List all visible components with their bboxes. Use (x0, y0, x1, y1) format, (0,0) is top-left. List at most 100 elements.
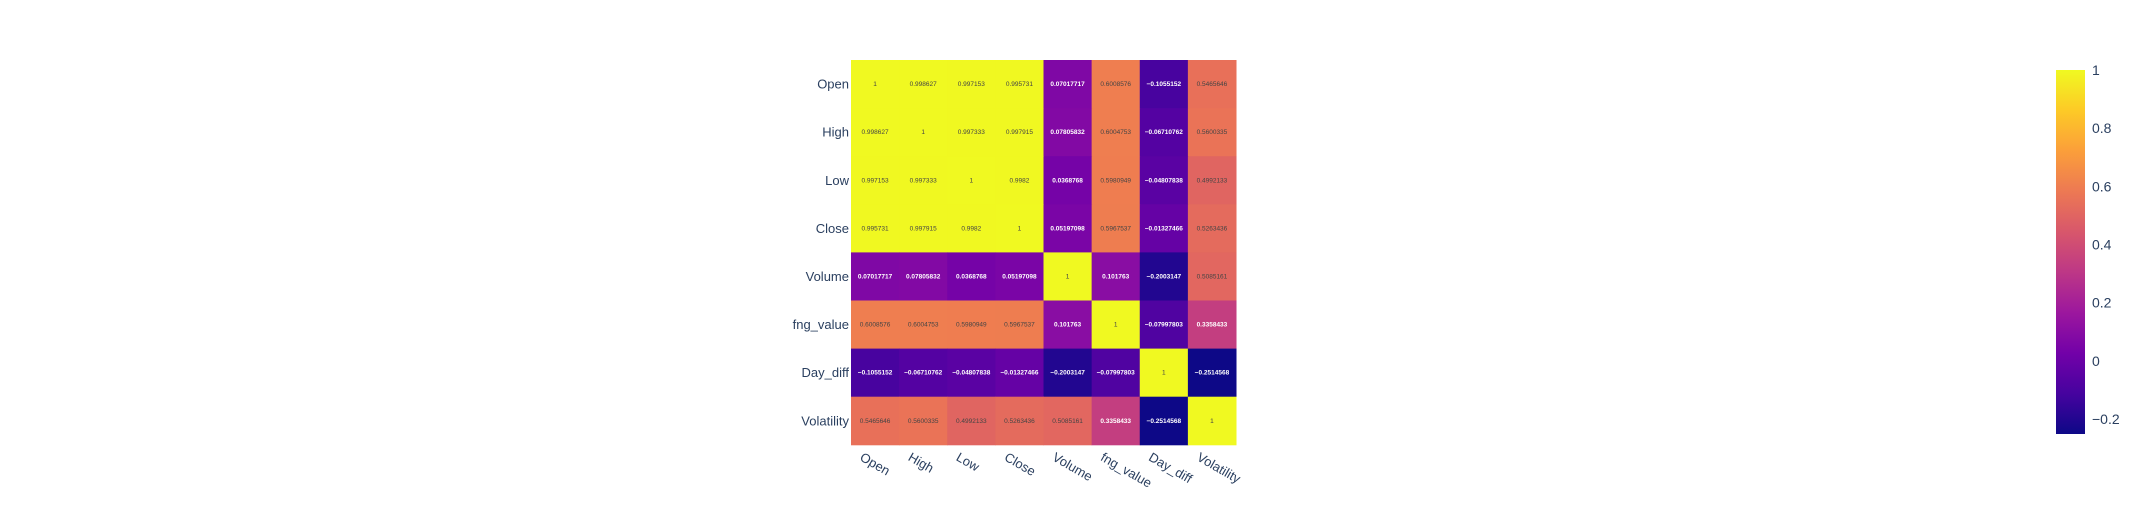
heatmap-cell-Close-Low (947, 204, 996, 253)
x-tick-label: Close (1002, 449, 1038, 479)
heatmap-cell-Volatility-Open (851, 396, 900, 446)
heatmap-cell-Volume-fng_value (1091, 252, 1141, 301)
cell-value-label: −0.04807838 (1145, 177, 1184, 184)
heatmap-cell-Open-Close (995, 60, 1045, 109)
cell-value-label: 0.5465646 (1197, 81, 1228, 88)
heatmap-cell-Low-Volatility (1187, 156, 1237, 205)
heatmap-cell-Open-Volume (1043, 60, 1093, 109)
colorbar-tick-label: 0.8 (2092, 120, 2112, 136)
heatmap-cell-Low-Open (851, 156, 900, 205)
heatmap-cell-Day_diff-Open (851, 348, 900, 398)
heatmap-cell-fng_value-High (899, 300, 948, 350)
cell-value-label: 0.997915 (910, 225, 937, 232)
y-tick-label: Day_diff (802, 365, 850, 380)
heatmap-cell-labels: 1 0.998627 0.997153 0.995731 0.07017717 0.600… (858, 81, 1230, 425)
cell-value-label: 0.07805832 (1050, 129, 1085, 136)
heatmap-cell-High-Volume (1043, 108, 1093, 157)
y-tick-label: Volatility (801, 413, 849, 428)
cell-value-label: 0.5263436 (1197, 225, 1228, 232)
x-tick-label: High (906, 449, 937, 475)
cell-value-label: −0.2514568 (1147, 418, 1182, 425)
cell-value-label: 0.5980949 (956, 322, 987, 329)
cell-value-label: 1 (1066, 273, 1070, 280)
cell-value-label: −0.06710762 (1145, 129, 1184, 136)
heatmap-cell-Volatility-Volume (1043, 396, 1093, 446)
cell-value-label: −0.07997803 (1097, 370, 1136, 377)
y-tick-label: High (822, 125, 849, 140)
cell-value-label: −0.07997803 (1145, 322, 1184, 329)
y-tick-label: Low (825, 173, 849, 188)
heatmap-cell-fng_value-Day_diff (1139, 300, 1189, 350)
heatmap-cell-Volume-Close (995, 252, 1045, 301)
cell-value-label: 0.995731 (1006, 81, 1033, 88)
cell-value-label: 0.5980949 (1100, 177, 1131, 184)
heatmap-cell-Volume-Low (947, 252, 996, 301)
colorbar-gradient (2056, 70, 2085, 434)
heatmap-cell-Low-fng_value (1091, 156, 1141, 205)
cell-value-label: 0.5263436 (1004, 418, 1035, 425)
heatmap-cell-Close-Volume (1043, 204, 1093, 253)
cell-value-label: 1 (1162, 370, 1166, 377)
cell-value-label: 0.3358433 (1100, 418, 1131, 425)
cell-value-label: 0.995731 (861, 225, 888, 232)
x-tick-label: Low (954, 449, 983, 474)
cell-value-label: −0.2003147 (1147, 273, 1182, 280)
cell-value-label: −0.04807838 (952, 370, 991, 377)
cell-value-label: 0.4992133 (956, 418, 987, 425)
y-tick-label: Volume (806, 269, 849, 284)
heatmap-cell-Close-Close (995, 204, 1045, 253)
heatmap-cell-fng_value-Volume (1043, 300, 1093, 350)
cell-value-label: 0.07017717 (858, 273, 893, 280)
cell-value-label: 0.997333 (958, 129, 985, 136)
heatmap-cell-High-Volatility (1187, 108, 1237, 157)
heatmap-cell-High-Low (947, 108, 996, 157)
heatmap-cell-Day_diff-Close (995, 348, 1045, 398)
cell-value-label: 0.9982 (961, 225, 981, 232)
heatmap-cell-Day_diff-High (899, 348, 948, 398)
heatmap-cell-Volume-Volume (1043, 252, 1093, 301)
cell-value-label: −0.1055152 (1147, 81, 1182, 88)
colorbar-tick-label: 0.2 (2092, 295, 2112, 311)
cell-value-label: 0.4992133 (1197, 177, 1228, 184)
heatmap-cell-Day_diff-fng_value (1091, 348, 1141, 398)
heatmap-cell-Volatility-Day_diff (1139, 396, 1189, 446)
cell-value-label: 0.0368768 (1052, 177, 1083, 184)
cell-value-label: 0.05197098 (1002, 273, 1037, 280)
heatmap-cell-fng_value-fng_value (1091, 300, 1141, 350)
x-tick-label: Open (858, 449, 893, 478)
cell-value-label: −0.06710762 (904, 370, 943, 377)
cell-value-label: 0.997915 (1006, 129, 1033, 136)
cell-value-label: 0.997153 (861, 177, 888, 184)
cell-value-label: 1 (969, 177, 973, 184)
heatmap-cells (851, 60, 1237, 446)
heatmap-cell-Volume-High (899, 252, 948, 301)
heatmap-cell-Volatility-fng_value (1091, 396, 1141, 446)
heatmap-cell-High-Close (995, 108, 1045, 157)
cell-value-label: 0.6004753 (1100, 129, 1131, 136)
colorbar-tick-label: 0.4 (2092, 237, 2112, 253)
heatmap-cell-Day_diff-Volume (1043, 348, 1093, 398)
heatmap-cell-Day_diff-Low (947, 348, 996, 398)
heatmap-cell-High-Open (851, 108, 900, 157)
cell-value-label: 0.101763 (1102, 273, 1129, 280)
x-tick-label: Day_diff (1146, 449, 1195, 486)
heatmap-cell-Low-Day_diff (1139, 156, 1189, 205)
cell-value-label: 0.07805832 (906, 273, 941, 280)
heatmap-cell-Close-fng_value (1091, 204, 1141, 253)
cell-value-label: 0.9982 (1009, 177, 1029, 184)
cell-value-label: 0.6008576 (860, 322, 891, 329)
heatmap-cell-Volume-Volatility (1187, 252, 1237, 301)
colorbar-tick-label: 1 (2092, 62, 2100, 78)
heatmap-cell-Open-Volatility (1187, 60, 1237, 109)
cell-value-label: −0.1055152 (858, 370, 893, 377)
heatmap-cell-Low-High (899, 156, 948, 205)
cell-value-label: 0.101763 (1054, 322, 1081, 329)
heatmap-cell-fng_value-Volatility (1187, 300, 1237, 350)
cell-value-label: 0.998627 (861, 129, 888, 136)
cell-value-label: 0.5085161 (1197, 273, 1228, 280)
x-tick-label: fng_value (1098, 449, 1154, 490)
cell-value-label: 0.07017717 (1050, 81, 1085, 88)
cell-value-label: 0.3358433 (1197, 322, 1228, 329)
heatmap-cell-Open-Open (851, 60, 900, 109)
